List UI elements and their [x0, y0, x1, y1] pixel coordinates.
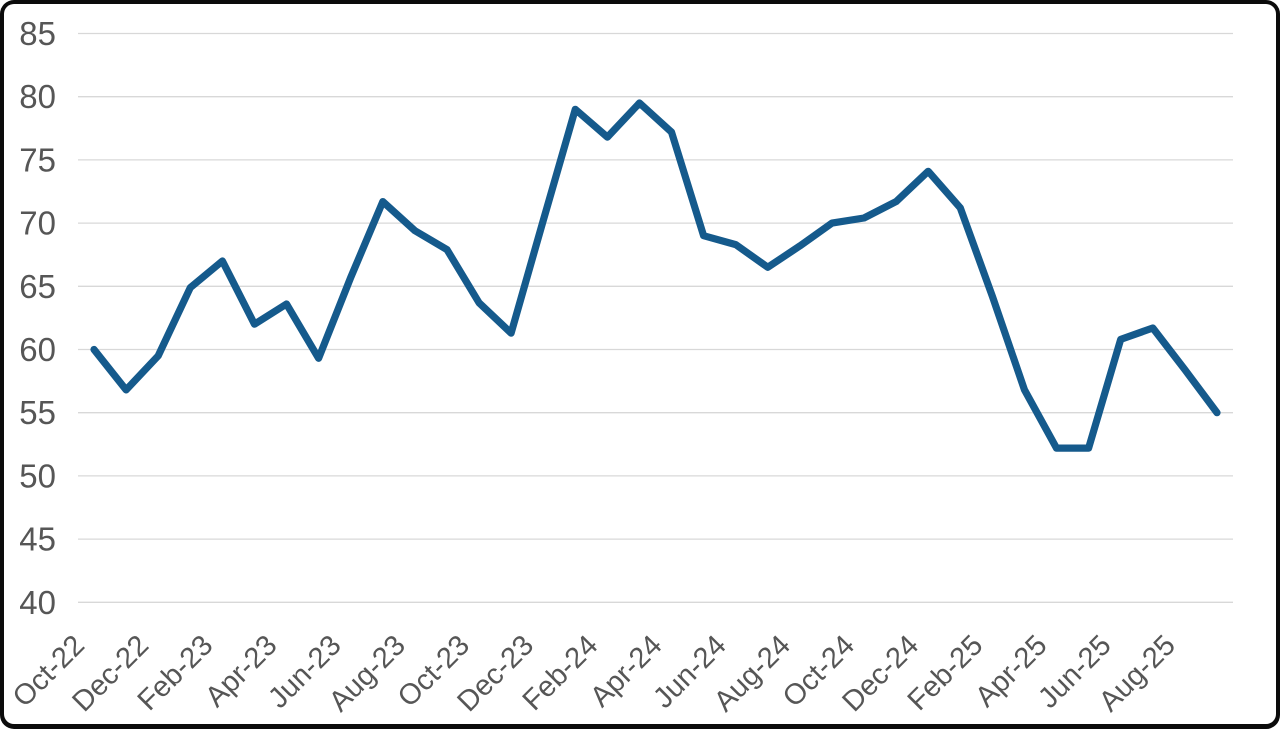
y-axis-label: 55 [19, 394, 56, 431]
x-axis-labels-group: Oct-22Dec-22Feb-23Apr-23Jun-23Aug-23Oct-… [7, 629, 1182, 718]
y-axis-label: 70 [19, 205, 56, 242]
series-group [90, 99, 1221, 452]
data-line [90, 99, 1221, 452]
y-axis-label: 85 [19, 15, 56, 52]
y-axis-label: 40 [19, 584, 56, 621]
chart-canvas [4, 4, 1276, 724]
y-axis-label: 45 [19, 521, 56, 558]
y-axis-label: 75 [19, 141, 56, 178]
y-axis-label: 60 [19, 331, 56, 368]
y-axis-label: 80 [19, 78, 56, 115]
y-axis-label: 65 [19, 268, 56, 305]
y-axis-labels-group: 85 80 75 70 65 60 55 50 45 40 [19, 15, 56, 621]
y-axis-label: 50 [19, 457, 56, 494]
